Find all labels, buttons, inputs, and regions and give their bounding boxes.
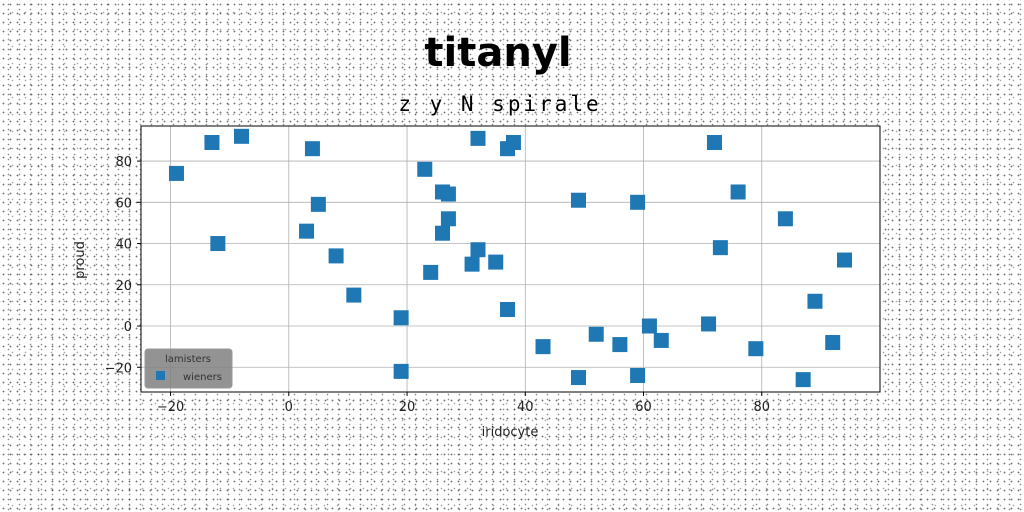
data-point <box>825 335 841 351</box>
data-point <box>423 264 439 280</box>
data-point <box>204 134 220 150</box>
legend: lamisters wieners <box>144 348 233 389</box>
y-tick-label: 0 <box>124 320 132 335</box>
data-point <box>653 332 669 348</box>
x-tick-label: 60 <box>635 400 652 415</box>
data-point <box>701 316 717 332</box>
data-point <box>612 337 628 353</box>
data-point <box>807 293 823 309</box>
data-point <box>435 225 451 241</box>
data-point <box>730 184 746 200</box>
data-point <box>488 254 504 270</box>
data-point <box>706 134 722 150</box>
data-point <box>470 242 486 258</box>
data-point <box>346 287 362 303</box>
y-tick-label: 40 <box>115 238 132 253</box>
chart-subtitle: z y N spirale <box>398 92 601 116</box>
data-point <box>470 130 486 146</box>
x-tick-label: 20 <box>399 400 416 415</box>
x-tick-label: 80 <box>753 400 770 415</box>
data-point <box>393 363 409 379</box>
legend-label: wieners <box>183 372 222 383</box>
data-point <box>440 186 456 202</box>
plot-frame <box>140 125 881 393</box>
data-point <box>535 339 551 355</box>
data-point <box>641 318 657 334</box>
data-point <box>837 252 853 268</box>
x-tick-label: −20 <box>157 400 184 415</box>
data-point <box>630 368 646 384</box>
legend-box <box>144 348 233 389</box>
data-point <box>234 128 250 144</box>
data-point <box>505 134 521 150</box>
data-point <box>210 236 226 252</box>
data-point <box>464 256 480 272</box>
data-point <box>748 341 764 357</box>
x-tick-label: 40 <box>517 400 534 415</box>
axis-ticks: −20 0 20 40 60 80 −20 0 20 40 60 80 <box>105 155 770 415</box>
data-point <box>500 302 516 318</box>
data-point <box>299 223 315 239</box>
y-tick-label: 60 <box>115 196 132 211</box>
data-point <box>712 240 728 256</box>
grid-lines <box>141 126 880 392</box>
y-axis-label: proud <box>73 241 88 279</box>
y-tick-label: 80 <box>115 155 132 170</box>
data-points <box>168 128 853 388</box>
x-axis-label: iridocyte <box>482 425 539 440</box>
data-point <box>630 194 646 210</box>
legend-swatch <box>156 371 165 380</box>
x-tick-label: 0 <box>285 400 293 415</box>
data-point <box>393 310 409 326</box>
data-point <box>310 196 326 212</box>
y-tick-label: −20 <box>105 361 132 376</box>
data-point <box>168 165 184 181</box>
data-point <box>588 326 604 342</box>
chart-title: titanyl <box>424 30 571 76</box>
legend-title: lamisters <box>165 354 211 365</box>
data-point <box>417 161 433 177</box>
data-point <box>777 211 793 227</box>
data-point <box>570 370 586 386</box>
data-point <box>328 248 344 264</box>
data-point <box>304 141 320 157</box>
data-point <box>570 192 586 208</box>
data-point <box>795 372 811 388</box>
plot-area <box>141 126 880 392</box>
y-tick-label: 20 <box>115 279 132 294</box>
data-point <box>440 211 456 227</box>
